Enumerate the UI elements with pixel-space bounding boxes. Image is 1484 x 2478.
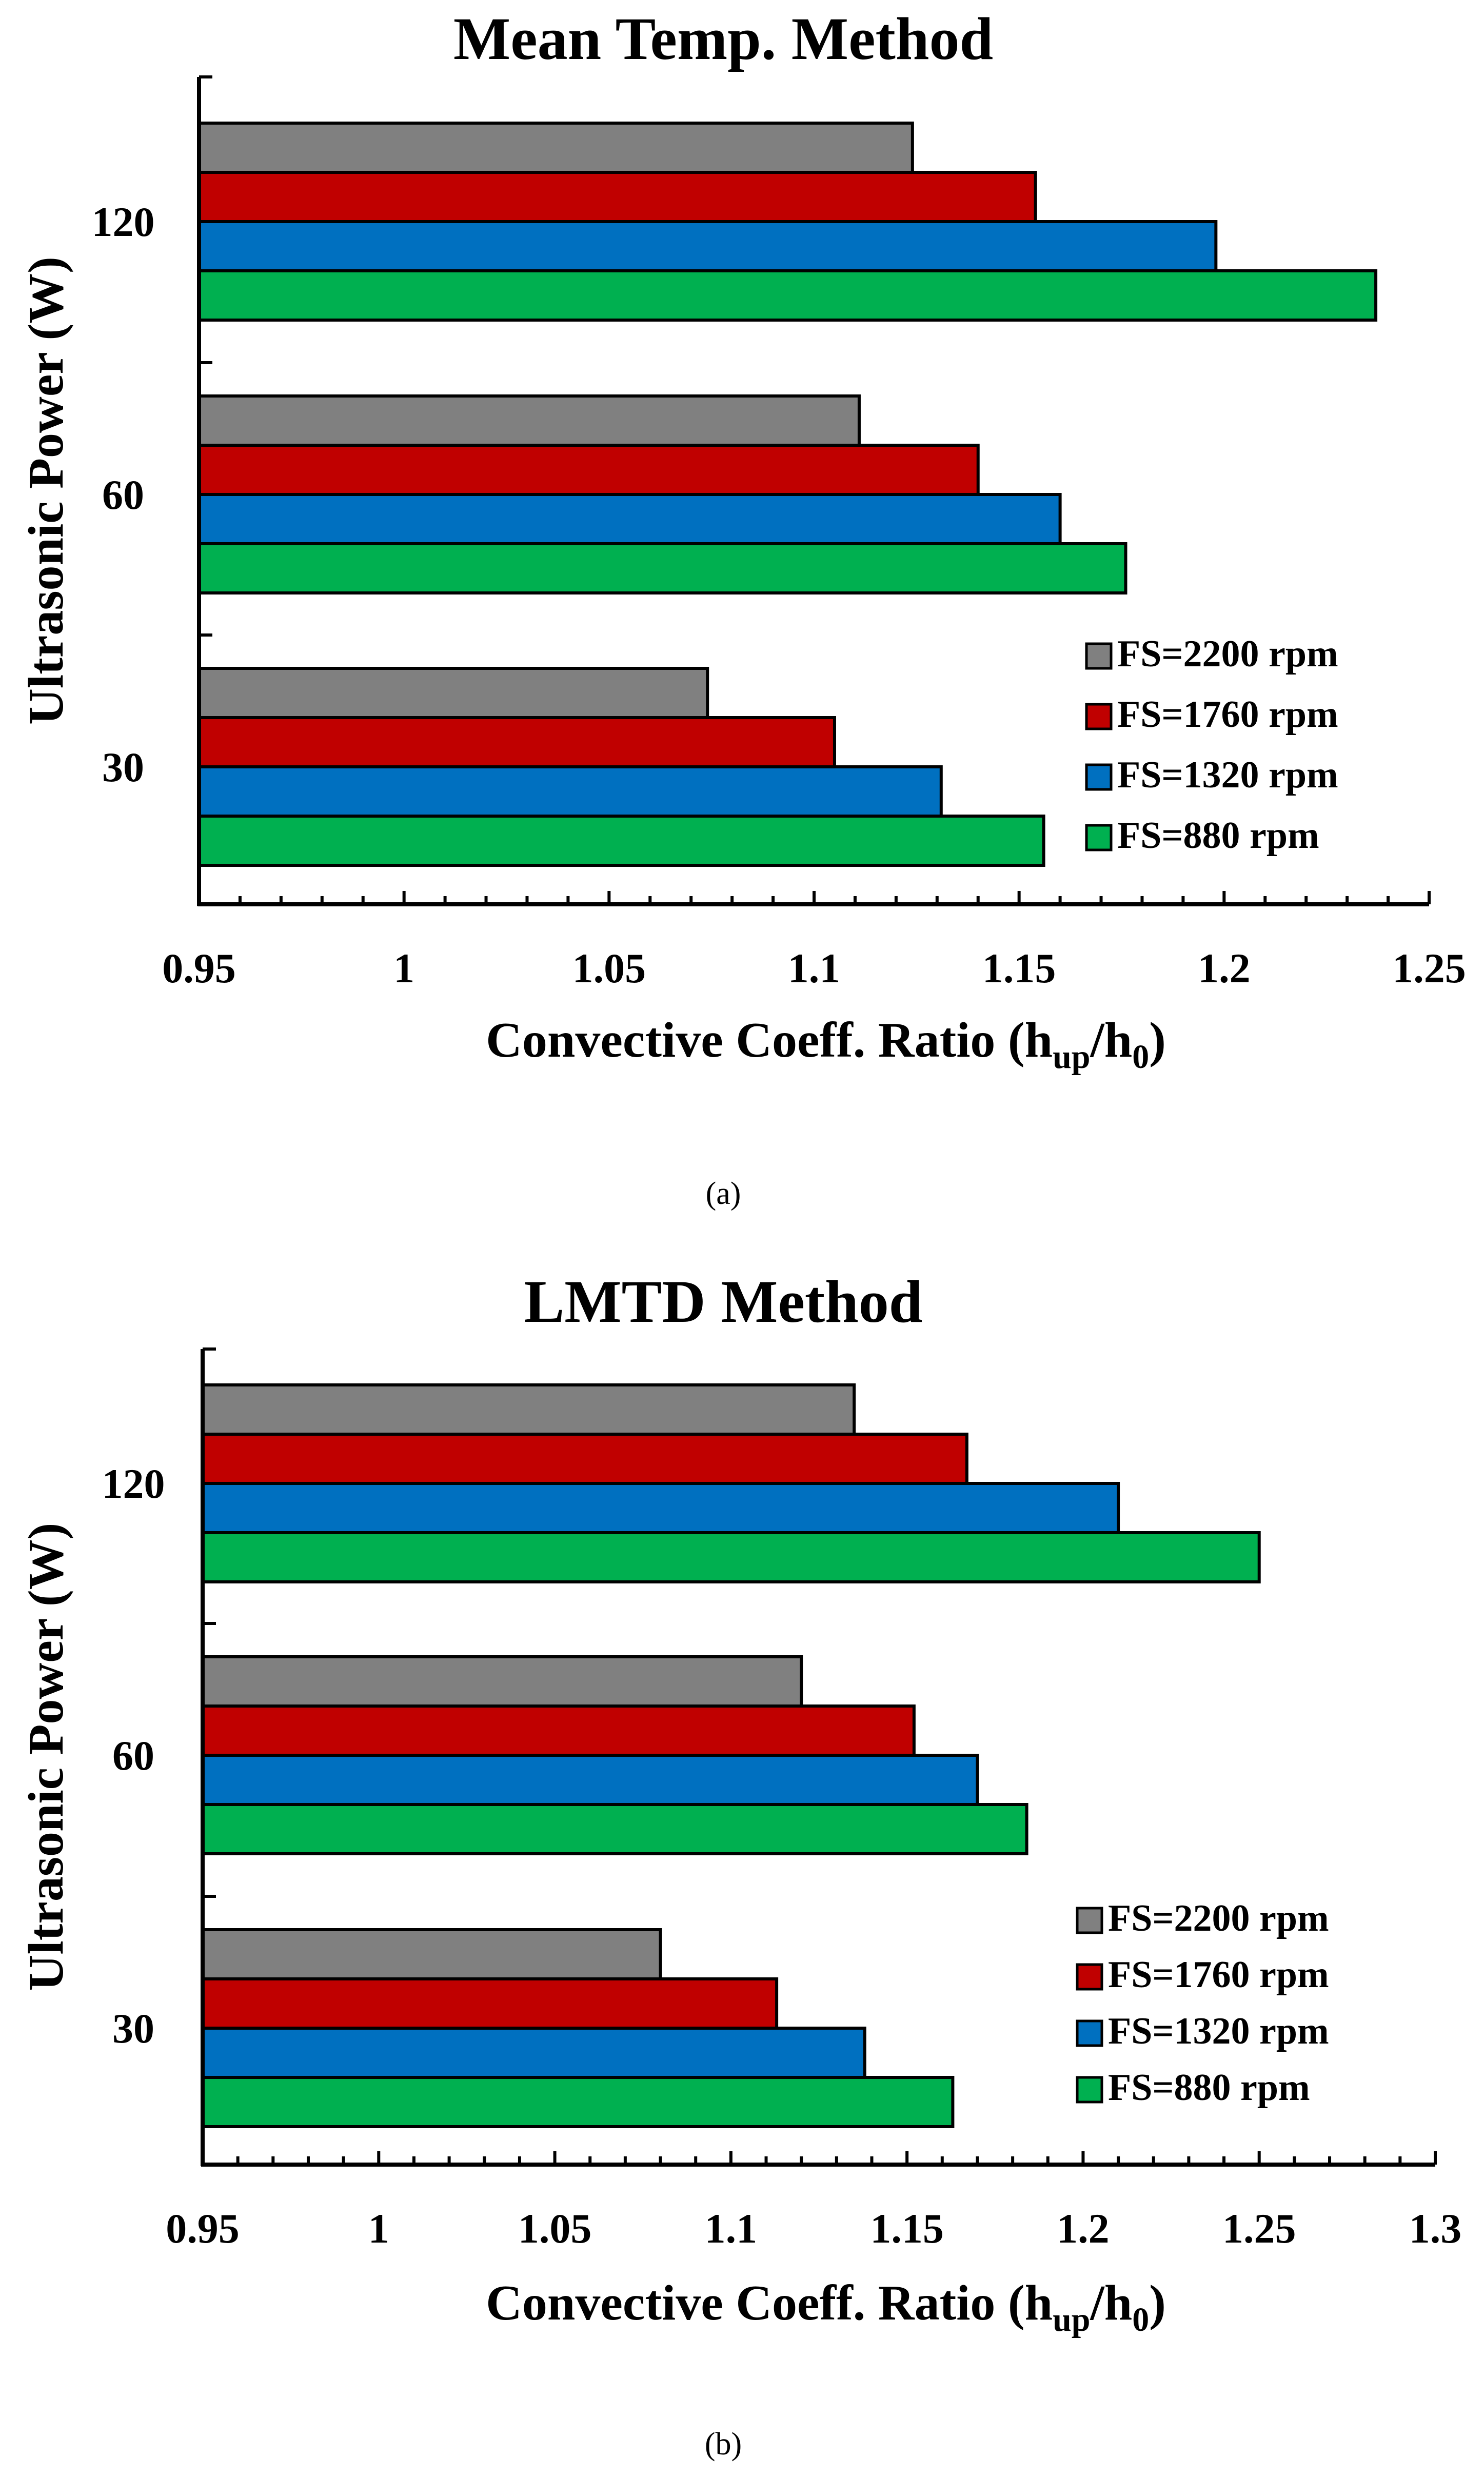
bar-fs-2200-rpm-120w bbox=[197, 122, 914, 174]
x-tick-label: 1.15 bbox=[982, 945, 1056, 992]
x-tick-label: 1.25 bbox=[1392, 945, 1466, 992]
bar-fs-1320-rpm-30w bbox=[201, 2027, 866, 2079]
x-axis-label-subscript: up bbox=[1053, 2301, 1090, 2338]
x-axis-label-subscript: up bbox=[1053, 1038, 1090, 1076]
bar-fs-1320-rpm-60w bbox=[201, 1754, 979, 1806]
y-axis-label: Ultrasonic Power (W) bbox=[18, 256, 74, 725]
x-tick-label: 1 bbox=[393, 945, 414, 992]
y-category-label: 120 bbox=[92, 199, 155, 245]
y-category-label: 120 bbox=[102, 1460, 165, 1507]
legend-label: FS=1760 rpm bbox=[1108, 1954, 1329, 1996]
panel-caption: (b) bbox=[705, 2427, 742, 2462]
x-axis-label-part: ) bbox=[1149, 1013, 1166, 1068]
legend-label: FS=880 rpm bbox=[1108, 2067, 1310, 2109]
bar-fs-2200-rpm-120w bbox=[201, 1383, 856, 1436]
y-category-label: 60 bbox=[112, 1732, 154, 1779]
chart-panel-b: LMTD Method 0.95 1 1.05 1.1 1.15 1.2 1.25 1.3 30 6… bbox=[18, 1268, 1461, 2462]
x-tick-label: 1.1 bbox=[788, 945, 841, 992]
bar-fs-880-rpm-60w bbox=[197, 542, 1127, 594]
x-axis-label-subscript: 0 bbox=[1132, 1038, 1149, 1076]
x-tick-label: 1.2 bbox=[1057, 2205, 1110, 2252]
bar-fs-1320-rpm-30w bbox=[197, 765, 943, 818]
chart-title: LMTD Method bbox=[524, 1268, 923, 1335]
bar-fs-1320-rpm-120w bbox=[197, 220, 1218, 272]
bar-fs-1320-rpm-60w bbox=[197, 493, 1062, 545]
x-tick-label: 1.05 bbox=[572, 945, 646, 992]
y-category-label: 30 bbox=[112, 2005, 154, 2052]
legend-swatch bbox=[1085, 763, 1113, 791]
x-axis-label: Convective Coeff. Ratio (hup/h0) bbox=[486, 2275, 1166, 2338]
x-tick-label: 1.1 bbox=[705, 2205, 758, 2252]
y-category-label: 60 bbox=[102, 471, 144, 518]
x-tick-label: 1.3 bbox=[1409, 2205, 1462, 2252]
bar-fs-1760-rpm-60w bbox=[197, 444, 980, 496]
x-tick-label: 1.2 bbox=[1198, 945, 1251, 992]
x-axis-label-part: /h bbox=[1090, 2275, 1133, 2331]
legend-swatch bbox=[1076, 1963, 1103, 1991]
x-tick-label: 0.95 bbox=[166, 2205, 240, 2252]
bar-fs-1760-rpm-30w bbox=[197, 716, 836, 768]
x-tick-label: 1.05 bbox=[518, 2205, 592, 2252]
bar-fs-880-rpm-30w bbox=[201, 2076, 955, 2128]
x-axis-label: Convective Coeff. Ratio (hup/h0) bbox=[486, 1013, 1166, 1076]
x-axis-label-part: Convective Coeff. Ratio (h bbox=[486, 1013, 1053, 1068]
bar-fs-880-rpm-120w bbox=[197, 269, 1378, 322]
panel-caption: (a) bbox=[706, 1176, 741, 1211]
legend-label: FS=2200 rpm bbox=[1108, 1897, 1329, 1939]
legend-swatch bbox=[1085, 703, 1113, 730]
legend-swatch bbox=[1085, 642, 1113, 670]
chart-title: Mean Temp. Method bbox=[453, 5, 993, 72]
bar-fs-1760-rpm-120w bbox=[197, 171, 1037, 223]
bar-fs-1760-rpm-30w bbox=[201, 1977, 779, 2030]
legend-label: FS=2200 rpm bbox=[1117, 633, 1338, 675]
bar-fs-2200-rpm-60w bbox=[201, 1655, 803, 1708]
bar-fs-2200-rpm-30w bbox=[201, 1928, 662, 1980]
x-axis-label-subscript: 0 bbox=[1132, 2301, 1149, 2338]
bar-fs-880-rpm-60w bbox=[201, 1803, 1028, 1855]
legend-label: FS=1760 rpm bbox=[1117, 693, 1338, 736]
x-axis-label-part: Convective Coeff. Ratio (h bbox=[486, 2275, 1053, 2331]
legend-swatch bbox=[1076, 2019, 1103, 2047]
chart-panel-a: Mean Temp. Method 0.95 1 1.05 1.1 1.15 1.2 1.25… bbox=[18, 5, 1466, 1211]
bar-fs-2200-rpm-30w bbox=[197, 667, 709, 719]
bar-fs-2200-rpm-60w bbox=[197, 394, 861, 447]
x-tick-label: 1.15 bbox=[870, 2205, 944, 2252]
bar-fs-1760-rpm-60w bbox=[201, 1704, 916, 1757]
x-tick-label: 1 bbox=[368, 2205, 389, 2252]
legend-label: FS=880 rpm bbox=[1117, 815, 1319, 857]
bar-fs-880-rpm-30w bbox=[197, 815, 1045, 867]
x-tick-label: 0.95 bbox=[162, 945, 236, 992]
legend-swatch bbox=[1076, 2076, 1103, 2104]
y-axis-label: Ultrasonic Power (W) bbox=[18, 1523, 74, 1991]
bar-fs-1320-rpm-120w bbox=[201, 1482, 1120, 1534]
bar-fs-880-rpm-120w bbox=[201, 1531, 1261, 1583]
legend-label: FS=1320 rpm bbox=[1108, 2010, 1329, 2052]
x-axis-label-part: /h bbox=[1090, 1013, 1133, 1068]
legend-swatch bbox=[1076, 1907, 1103, 1934]
x-tick-label: 1.25 bbox=[1222, 2205, 1296, 2252]
legend-label: FS=1320 rpm bbox=[1117, 754, 1338, 796]
legend-swatch bbox=[1085, 824, 1113, 851]
x-axis-label-part: ) bbox=[1149, 2275, 1166, 2331]
y-category-label: 30 bbox=[102, 744, 144, 790]
bar-fs-1760-rpm-120w bbox=[201, 1433, 968, 1485]
